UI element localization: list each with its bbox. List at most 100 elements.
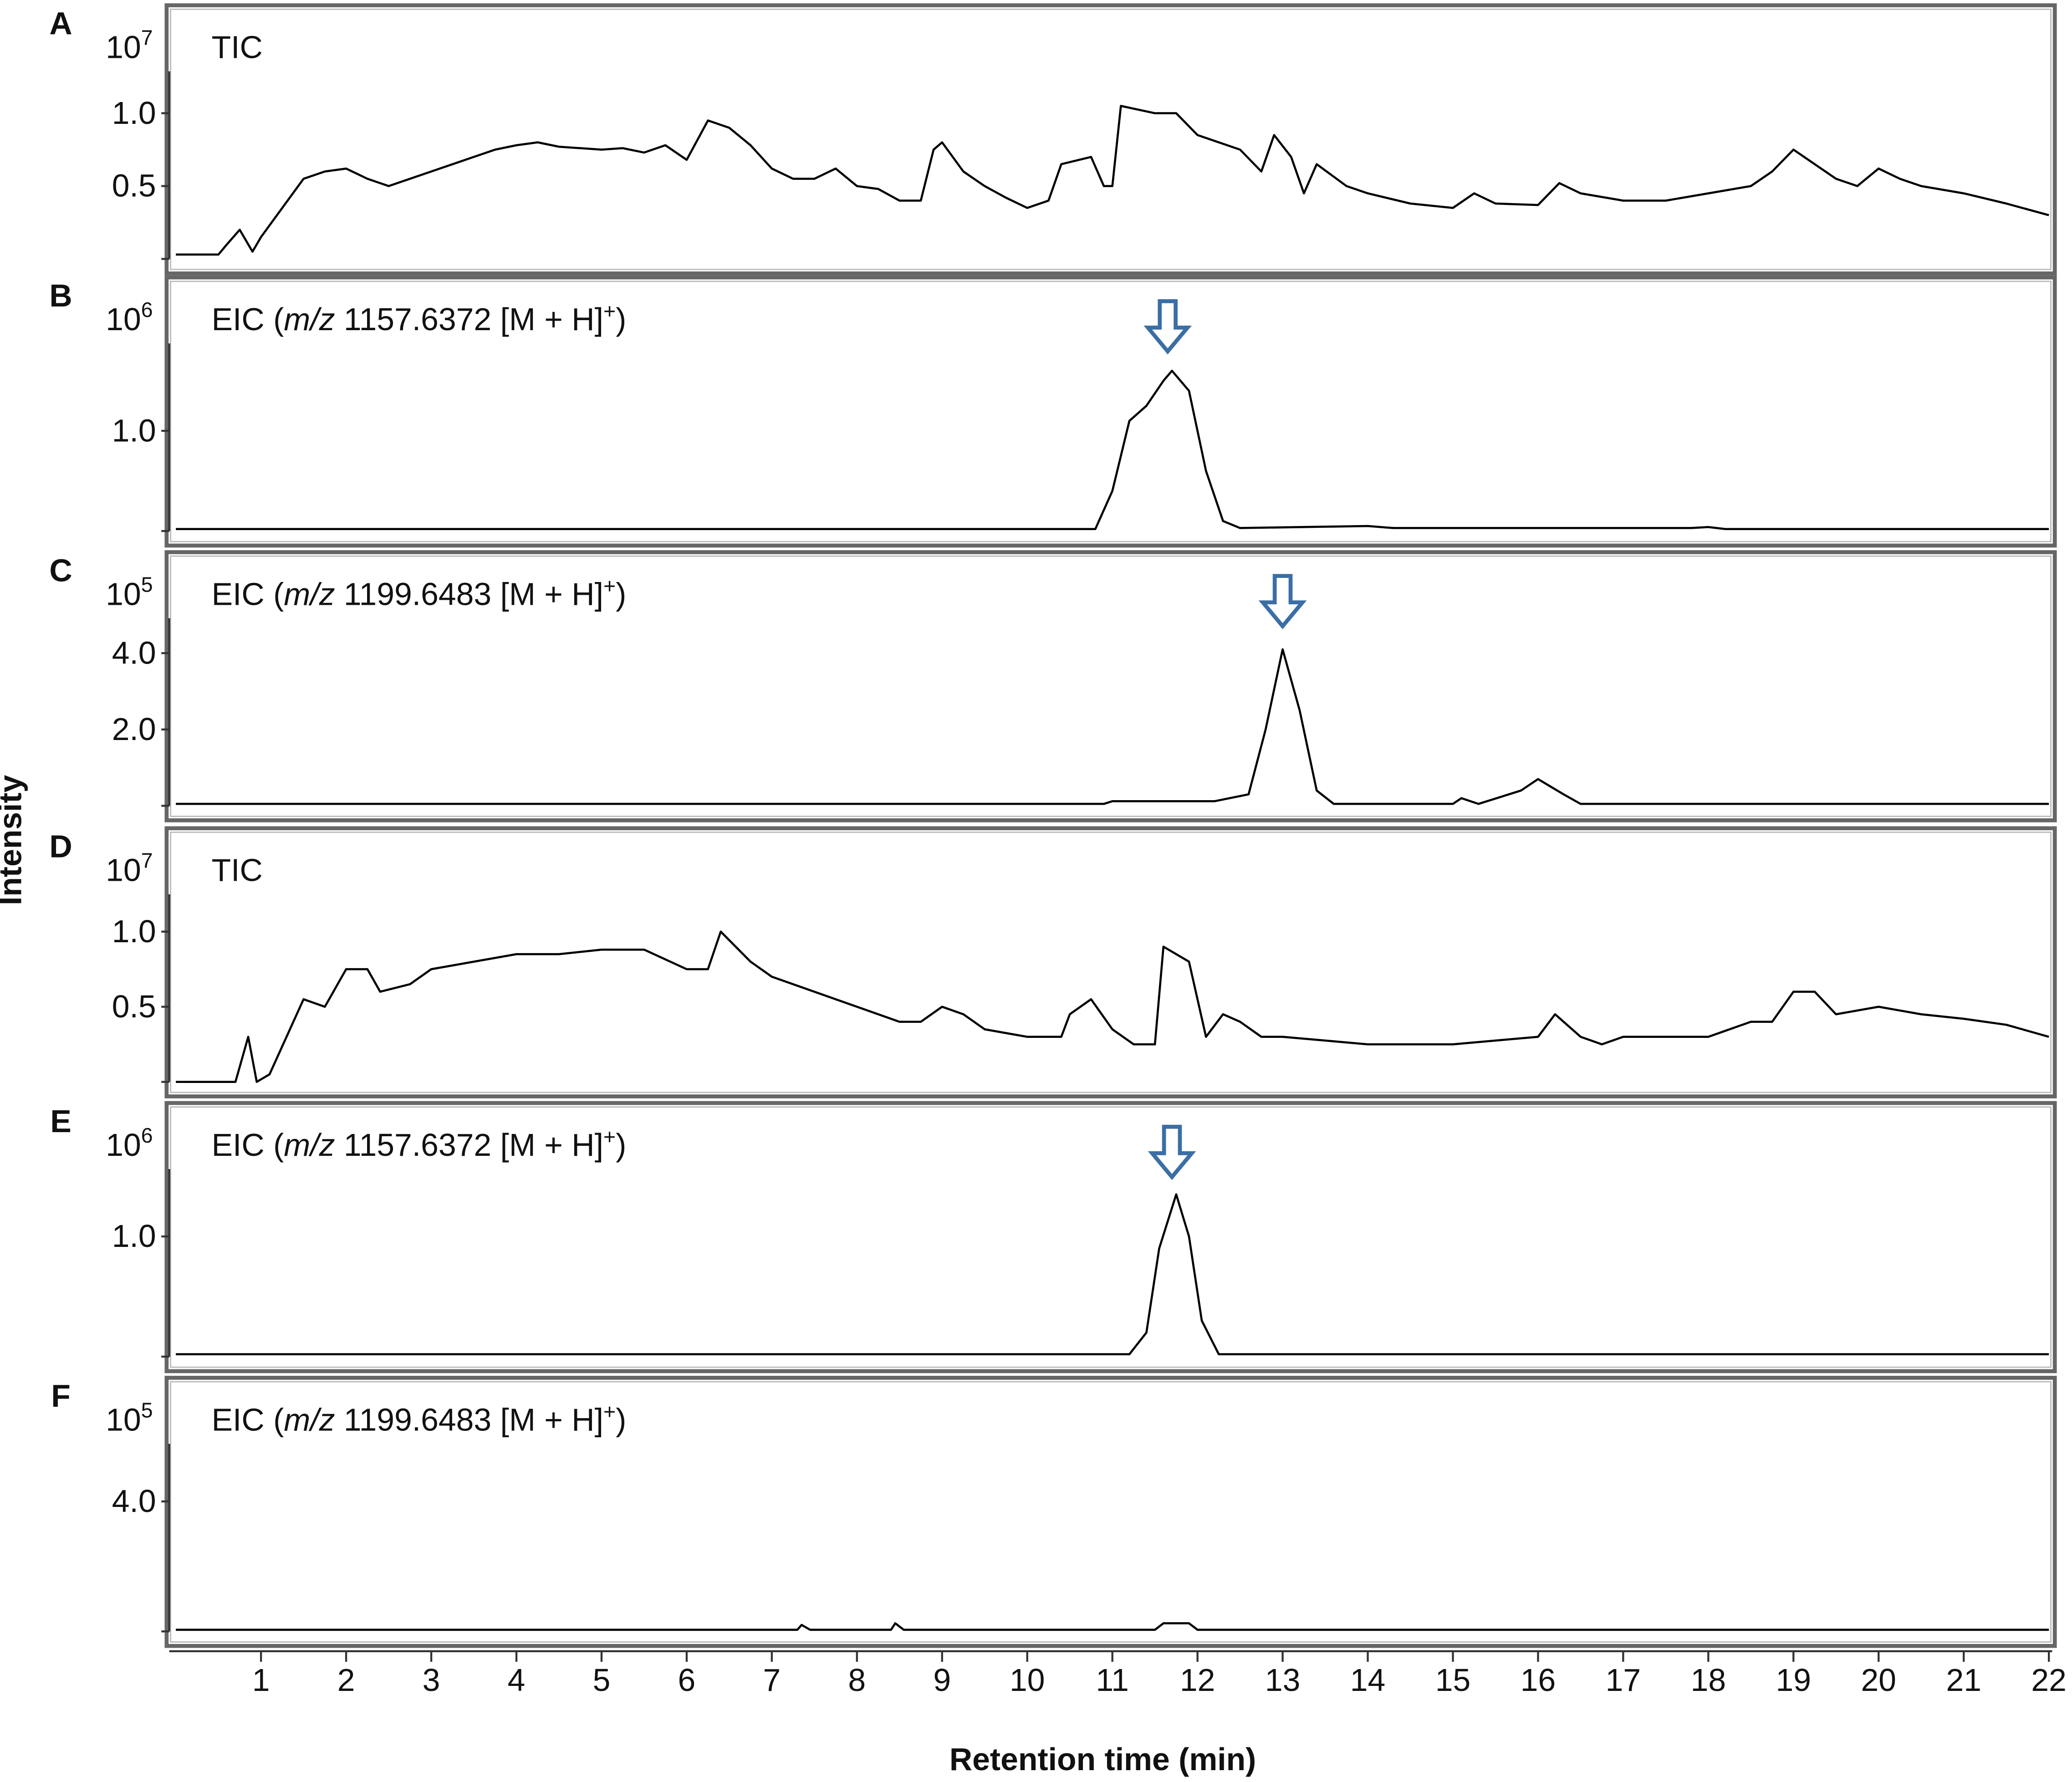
- annotation-part: ): [616, 577, 626, 612]
- y-tick-label: 0.5: [112, 168, 156, 204]
- y-scale-power: 7: [141, 26, 153, 50]
- y-scale-base: 10: [106, 853, 141, 888]
- annotation-part: m/z: [284, 1402, 335, 1437]
- y-tick-label: 1.0: [112, 413, 156, 448]
- x-tick-label: 22: [2031, 1662, 2067, 1698]
- annotation-part: ): [616, 1127, 626, 1163]
- panel-annotation: EIC (m/z 1199.6483 [M + H]+): [212, 574, 627, 612]
- y-scale-power: 6: [141, 1123, 153, 1147]
- y-scale-label: 107: [106, 849, 153, 888]
- y-scale-power: 5: [141, 1398, 153, 1422]
- panel-frame: [164, 1376, 2057, 1648]
- annotation-part: +: [603, 574, 616, 597]
- panel-label: F: [51, 1378, 71, 1414]
- annotation-part: 1157.6372 [M + H]: [335, 1127, 603, 1163]
- x-tick-label: 5: [593, 1662, 611, 1698]
- annotation-part: 1157.6372 [M + H]: [335, 301, 603, 337]
- x-tick-label: 6: [678, 1662, 696, 1698]
- data-line: [176, 930, 2049, 1083]
- annotation-part: m/z: [284, 1127, 335, 1163]
- y-scale-base: 10: [106, 30, 141, 65]
- panel-frame-inner: [170, 555, 2052, 817]
- annotation-part: EIC (: [212, 577, 284, 612]
- y-scale-power: 5: [141, 573, 153, 597]
- x-tick-label: 13: [1265, 1662, 1301, 1698]
- x-tick-label: 11: [1096, 1662, 1129, 1698]
- x-tick-label: 8: [848, 1662, 866, 1698]
- annotation-part: +: [603, 299, 616, 323]
- x-tick-label: 1: [252, 1662, 270, 1698]
- panel-frame: [164, 550, 2057, 822]
- panel-annotation: EIC (m/z 1157.6372 [M + H]+): [212, 1125, 627, 1163]
- y-scale-power: 7: [141, 849, 153, 873]
- y-tick-label: 2.0: [112, 711, 156, 747]
- y-scale-label: 106: [106, 298, 153, 337]
- annotation-part: EIC (: [212, 1402, 284, 1437]
- y-scale-power: 6: [141, 298, 153, 322]
- data-line: [176, 369, 2049, 530]
- annotation-part: m/z: [284, 301, 335, 337]
- x-tick-label: 3: [423, 1662, 440, 1698]
- data-line: [176, 105, 2049, 256]
- panel-annotation: TIC: [212, 30, 263, 65]
- x-tick-label: 2: [337, 1662, 355, 1698]
- panel-frame-inner: [170, 281, 2052, 542]
- annotation-part: 1199.6483 [M + H]: [335, 1402, 603, 1437]
- x-tick-label: 7: [763, 1662, 781, 1698]
- y-tick-label: 4.0: [112, 1483, 156, 1519]
- y-scale-label: 105: [106, 1398, 153, 1437]
- x-tick-label: 9: [933, 1662, 951, 1698]
- panel-annotation: EIC (m/z 1199.6483 [M + H]+): [212, 1399, 627, 1437]
- y-tick-label: 1.0: [112, 914, 156, 949]
- annotation-part: +: [603, 1399, 616, 1423]
- y-scale-label: 106: [106, 1123, 153, 1163]
- panel-label: D: [49, 829, 72, 864]
- annotation-part: TIC: [212, 30, 263, 65]
- x-tick-label: 4: [508, 1662, 526, 1698]
- y-tick-label: 1.0: [112, 1218, 156, 1254]
- annotation-part: TIC: [212, 853, 263, 888]
- y-scale-base: 10: [106, 577, 141, 612]
- panel-frame: [164, 275, 2057, 548]
- x-tick-label: 19: [1776, 1662, 1812, 1698]
- data-line: [176, 1193, 2049, 1356]
- panel-label: E: [50, 1103, 71, 1139]
- x-tick-label: 14: [1350, 1662, 1386, 1698]
- panel-annotation: TIC: [212, 853, 263, 888]
- y-tick-label: 0.5: [112, 989, 156, 1024]
- y-scale-label: 105: [106, 573, 153, 612]
- y-scale-base: 10: [106, 1127, 141, 1163]
- annotation-part: 1199.6483 [M + H]: [335, 577, 603, 612]
- peak-arrow: [1143, 299, 1192, 355]
- panel-frame: [164, 3, 2057, 276]
- y-tick-label: 1.0: [112, 95, 156, 131]
- x-axis-title: Retention time (min): [949, 1741, 1256, 1777]
- x-tick-label: 12: [1180, 1662, 1215, 1698]
- data-line: [176, 1622, 2049, 1631]
- y-scale-label: 107: [106, 26, 153, 65]
- panel-frame: [164, 826, 2057, 1098]
- panel-label: C: [49, 552, 72, 588]
- y-tick-label: 4.0: [112, 635, 156, 670]
- panel-frame-inner: [170, 1381, 2052, 1643]
- x-tick-label: 10: [1010, 1662, 1045, 1698]
- annotation-part: +: [603, 1125, 616, 1149]
- x-tick-label: 17: [1606, 1662, 1641, 1698]
- peak-arrow: [1148, 1124, 1196, 1180]
- panel-frame-inner: [170, 1106, 2052, 1368]
- x-tick-label: 21: [1946, 1662, 1981, 1698]
- annotation-part: ): [616, 1402, 626, 1437]
- panel-annotation: EIC (m/z 1157.6372 [M + H]+): [212, 299, 627, 337]
- annotation-part: EIC (: [212, 1127, 284, 1163]
- peak-arrow: [1258, 574, 1307, 629]
- y-scale-base: 10: [106, 1402, 141, 1437]
- panel-frame-inner: [170, 831, 2052, 1093]
- panel-label: A: [49, 5, 72, 41]
- data-line: [176, 648, 2049, 805]
- x-tick-label: 20: [1861, 1662, 1897, 1698]
- annotation-part: EIC (: [212, 301, 284, 337]
- panel-label: B: [49, 278, 72, 313]
- annotation-part: ): [616, 301, 626, 337]
- x-tick-label: 15: [1435, 1662, 1471, 1698]
